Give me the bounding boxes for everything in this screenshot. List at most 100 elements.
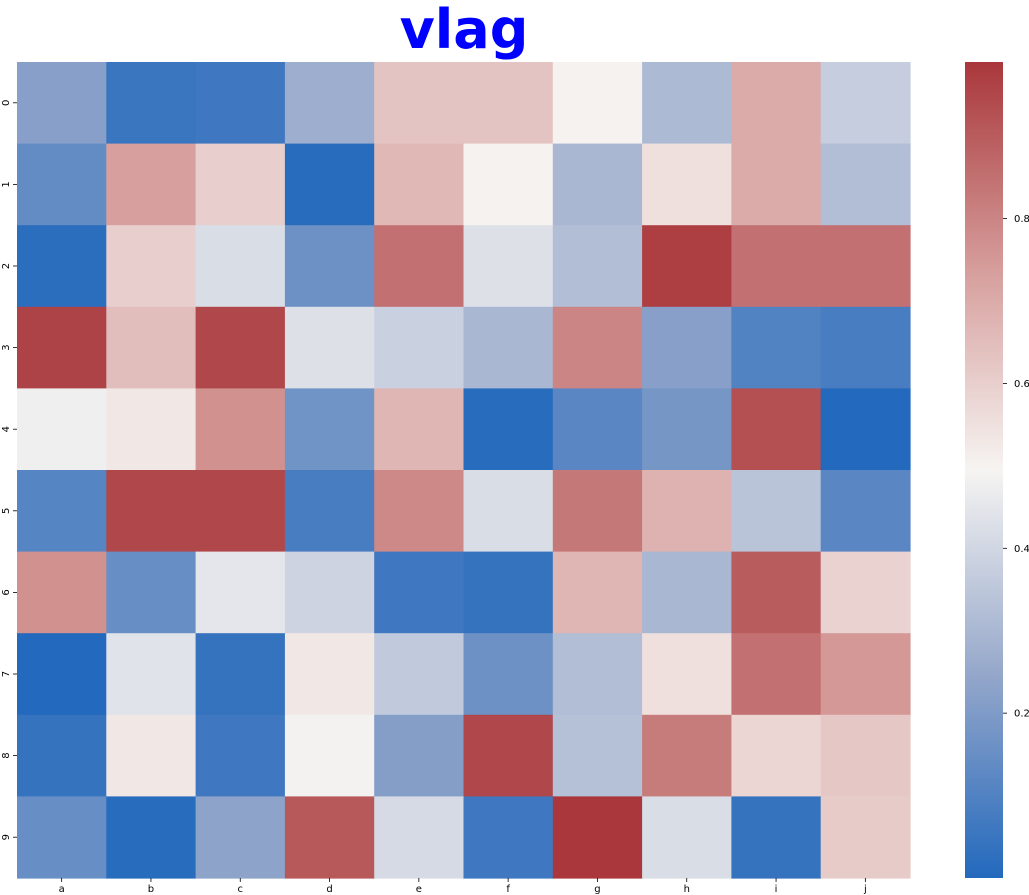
- colorbar-tick-label: 0.8: [1014, 214, 1029, 225]
- heatmap-cell: [463, 306, 554, 389]
- x-tick-label: f: [506, 884, 510, 895]
- x-tick-label: i: [775, 884, 778, 895]
- heatmap-cell: [820, 551, 911, 634]
- heatmap-cell: [106, 796, 197, 879]
- heatmap-cell: [195, 388, 286, 471]
- heatmap-cell: [820, 62, 911, 145]
- heatmap-cell: [374, 143, 465, 226]
- colorbar: [965, 62, 1003, 878]
- heatmap-cell: [17, 551, 107, 634]
- heatmap-cell: [106, 633, 197, 716]
- heatmap-cell: [552, 62, 643, 145]
- colorbar-tick-label: 0.4: [1014, 544, 1029, 555]
- heatmap-cell: [642, 143, 732, 226]
- heatmap-cell: [552, 306, 643, 389]
- heatmap-cell: [374, 796, 465, 879]
- heatmap-cell: [552, 470, 643, 553]
- heatmap-cell: [820, 306, 911, 389]
- colorbar-tick-label: 0.2: [1014, 709, 1029, 720]
- x-tick-label: j: [863, 884, 867, 895]
- heatmap-cell: [374, 551, 465, 634]
- heatmap-cell: [820, 143, 911, 226]
- heatmap-cell: [731, 470, 822, 553]
- heatmap-cell: [463, 714, 554, 797]
- heatmap-cell: [195, 306, 286, 389]
- heatmap-cell: [374, 470, 465, 553]
- heatmap-cell: [195, 714, 286, 797]
- y-tick-label: 6: [1, 589, 12, 595]
- heatmap-cell: [195, 633, 286, 716]
- x-tick-label: b: [148, 884, 154, 895]
- y-tick-label: 1: [1, 181, 12, 187]
- heatmap-cell: [374, 633, 465, 716]
- heatmap-cell: [17, 796, 107, 879]
- heatmap-cell: [106, 388, 197, 471]
- heatmap-cell: [106, 470, 197, 553]
- heatmap-cell: [374, 388, 465, 471]
- heatmap-cell: [106, 306, 197, 389]
- heatmap-cell: [284, 551, 375, 634]
- heatmap-cell: [106, 62, 197, 145]
- heatmap-cell: [552, 714, 643, 797]
- heatmap-cell: [642, 225, 732, 308]
- heatmap-cell: [463, 143, 554, 226]
- heatmap-cell: [17, 388, 107, 471]
- heatmap-cell: [284, 143, 375, 226]
- heatmap-cell: [284, 633, 375, 716]
- heatmap-cell: [17, 143, 107, 226]
- heatmap-cell: [106, 225, 197, 308]
- x-tick-label: a: [59, 884, 65, 895]
- heatmap-cell: [463, 796, 554, 879]
- x-tick-label: d: [326, 884, 332, 895]
- x-tick-label: e: [416, 884, 422, 895]
- heatmap-cell: [642, 62, 732, 145]
- heatmap-cell: [195, 551, 286, 634]
- heatmap-cell: [106, 551, 197, 634]
- x-tick-label: c: [238, 884, 244, 895]
- heatmap-cell: [17, 62, 107, 145]
- heatmap-cell: [642, 388, 732, 471]
- heatmap-cell: [820, 470, 911, 553]
- heatmap-cell: [642, 306, 732, 389]
- heatmap-cell: [17, 306, 107, 389]
- heatmap-cell: [731, 388, 822, 471]
- heatmap-cell: [17, 470, 107, 553]
- heatmap-cells: [17, 62, 911, 879]
- colorbar-tick-label: 0.6: [1014, 379, 1029, 390]
- heatmap-cell: [195, 796, 286, 879]
- heatmap-cell: [552, 143, 643, 226]
- heatmap-cell: [820, 388, 911, 471]
- heatmap-cell: [642, 714, 732, 797]
- heatmap-cell: [731, 306, 822, 389]
- y-tick-label: 3: [1, 344, 12, 350]
- heatmap-cell: [284, 306, 375, 389]
- heatmap-cell: [642, 551, 732, 634]
- heatmap-cell: [463, 470, 554, 553]
- y-tick-label: 8: [1, 752, 12, 758]
- heatmap-cell: [552, 633, 643, 716]
- heatmap-cell: [284, 62, 375, 145]
- heatmap-cell: [284, 388, 375, 471]
- heatmap-cell: [731, 551, 822, 634]
- heatmap-cell: [731, 62, 822, 145]
- heatmap-cell: [463, 225, 554, 308]
- heatmap-cell: [820, 225, 911, 308]
- heatmap-cell: [463, 551, 554, 634]
- y-tick-label: 5: [1, 508, 12, 514]
- heatmap-cell: [106, 714, 197, 797]
- heatmap-cell: [820, 714, 911, 797]
- heatmap-cell: [820, 796, 911, 879]
- heatmap-cell: [731, 633, 822, 716]
- heatmap-cell: [374, 225, 465, 308]
- chart-title: vlag: [400, 0, 529, 61]
- heatmap-cell: [731, 796, 822, 879]
- y-tick-label: 0: [1, 100, 12, 106]
- heatmap-cell: [820, 633, 911, 716]
- heatmap-cell: [284, 470, 375, 553]
- heatmap-cell: [374, 306, 465, 389]
- heatmap-cell: [374, 62, 465, 145]
- heatmap-cell: [552, 796, 643, 879]
- y-tick-label: 9: [1, 834, 12, 840]
- heatmap-cell: [642, 470, 732, 553]
